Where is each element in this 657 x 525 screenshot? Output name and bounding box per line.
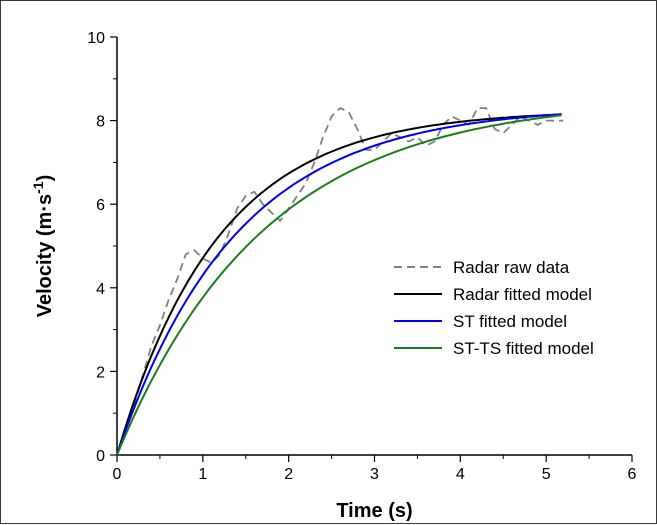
legend-label-radar-raw-data: Radar raw data xyxy=(453,258,570,277)
y-tick-label: 6 xyxy=(96,197,105,214)
legend-label-radar-fitted-model: Radar fitted model xyxy=(453,285,592,304)
y-tick-label: 2 xyxy=(96,364,105,381)
y-axis-title-main: Velocity (m·s xyxy=(34,194,56,317)
series-st-fitted-model-line xyxy=(116,113,562,456)
legend: Radar raw data Radar fitted model ST fitte… xyxy=(394,258,594,358)
y-axis-title: Velocity (m·s-1) xyxy=(30,175,56,318)
x-tick-label: 3 xyxy=(370,466,379,483)
series-st-ts-fitted-model-line xyxy=(116,114,562,456)
y-axis-title-close: ) xyxy=(34,175,56,182)
x-tick-label: 5 xyxy=(542,466,551,483)
y-tick-label: 8 xyxy=(96,114,105,131)
x-tick-label: 2 xyxy=(284,466,293,483)
x-tick-label: 1 xyxy=(198,466,207,483)
x-axis-title: Time (s) xyxy=(336,500,412,522)
axes xyxy=(116,37,632,456)
series-layer xyxy=(116,107,564,456)
x-tick-label: 4 xyxy=(456,466,465,483)
y-tick-label: 4 xyxy=(96,281,105,298)
x-tick-label: 6 xyxy=(628,466,637,483)
legend-label-st-ts-fitted-model: ST-TS fitted model xyxy=(453,339,594,358)
legend-label-st-fitted-model: ST fitted model xyxy=(453,312,567,331)
x-tick-label: 0 xyxy=(113,466,122,483)
series-radar-raw-data-line xyxy=(116,107,564,456)
y-tick-label: 10 xyxy=(87,30,105,47)
y-tick-label: 0 xyxy=(96,448,105,465)
y-axis-title-superscript: -1 xyxy=(30,181,46,194)
ticks: 0 1 2 3 4 5 6 0 2 4 6 8 10 xyxy=(87,30,636,483)
series-radar-fitted-model-line xyxy=(116,113,562,456)
